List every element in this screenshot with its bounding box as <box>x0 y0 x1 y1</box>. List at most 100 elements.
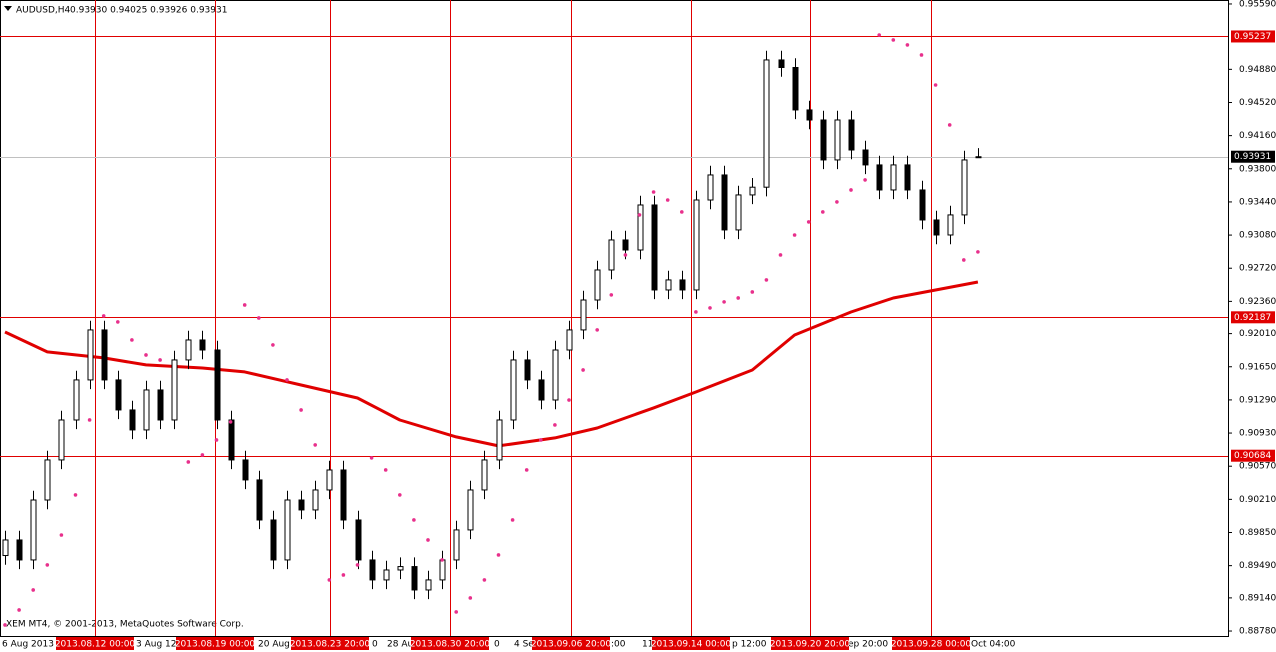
candle-body <box>735 194 742 231</box>
sar-dot <box>59 533 64 537</box>
candle-body <box>157 389 164 421</box>
candle-body <box>481 459 488 491</box>
sar-dot <box>694 310 698 314</box>
vline-label: 2013.09.20 20:00 <box>770 640 851 650</box>
y-tick-label: 0.89850 <box>1239 528 1276 538</box>
price-tag-label: 0.92187 <box>1234 313 1271 323</box>
candle-body <box>552 349 559 401</box>
sar-dot <box>877 33 881 37</box>
candle-body <box>2 539 9 557</box>
candle-body <box>256 479 263 521</box>
x-tick-label: ep 20:00 <box>848 640 888 650</box>
y-tick-label: 0.90210 <box>1239 495 1276 505</box>
candle-body <box>608 239 615 271</box>
candle-body <box>73 379 80 421</box>
candle-body <box>876 164 883 191</box>
price-tag-label: 0.95237 <box>1234 32 1271 42</box>
vline-tag <box>56 637 134 650</box>
y-tick-label: 0.92360 <box>1239 297 1276 307</box>
y-tick-label: 0.94880 <box>1239 65 1276 75</box>
sar-dot <box>919 53 924 57</box>
candle-body <box>383 569 390 581</box>
x-tick-label: 4 Se <box>514 640 534 650</box>
vline-tag <box>771 637 849 650</box>
candle-body <box>693 199 700 291</box>
sar-dot <box>158 358 162 362</box>
candle-body <box>496 419 503 461</box>
candle-body <box>270 519 277 561</box>
candle-body <box>453 529 460 561</box>
candle-body <box>665 279 672 291</box>
x-tick-label: 28 Au <box>387 640 413 650</box>
candle-body <box>87 329 94 381</box>
x-tick-label: 0 <box>494 640 500 650</box>
y-tick-label: 0.88780 <box>1239 627 1276 637</box>
candle-body <box>242 459 249 481</box>
vline-label: 2013.08.19 00:00 <box>175 640 256 650</box>
y-tick-label: 0.89490 <box>1239 561 1276 571</box>
sar-dot <box>398 493 402 497</box>
sar-dot <box>947 123 952 127</box>
x-tick-label: 0 <box>372 640 378 650</box>
sar-dot <box>524 468 529 472</box>
candle-body <box>890 164 897 191</box>
candle-body <box>961 159 968 216</box>
candle-body <box>340 469 347 521</box>
sar-dot <box>482 578 487 582</box>
candle-body <box>778 59 785 68</box>
sar-dot <box>623 253 628 257</box>
sar-dot <box>214 438 219 442</box>
sar-dot <box>778 253 783 257</box>
x-tick-label: 3 Aug 12: <box>136 640 180 650</box>
candle-body <box>538 379 545 401</box>
y-tick-label: 0.92720 <box>1239 264 1276 274</box>
sar-dot <box>186 460 191 464</box>
vline-label: 2013.09.28 00:00 <box>891 640 972 650</box>
sar-dot <box>454 610 459 614</box>
sar-dot <box>581 368 585 372</box>
sar-dot <box>87 418 92 422</box>
candle-body <box>763 59 770 188</box>
candle-body <box>524 359 531 381</box>
candle-body <box>749 186 756 196</box>
sar-dot <box>299 408 303 412</box>
candle-body <box>425 579 432 591</box>
sar-dot <box>426 538 430 542</box>
price-tag <box>1231 449 1275 462</box>
sar-dot <box>750 290 755 294</box>
sar-dot <box>637 213 642 217</box>
vline-tag <box>176 637 254 650</box>
candle-body <box>467 489 474 531</box>
sar-dot <box>412 518 416 522</box>
sar-dot <box>369 456 374 460</box>
vline-tag <box>291 637 369 650</box>
x-tick-label: 6 Aug 2013 <box>2 640 54 650</box>
candle-body <box>834 119 841 161</box>
x-tick-label: 11 <box>642 640 653 650</box>
sar-dot <box>567 398 571 402</box>
vline-label: 2013.08.30 20:00 <box>410 640 491 650</box>
candle-body <box>284 499 291 561</box>
candle-body <box>580 299 587 331</box>
sar-dot <box>863 178 867 182</box>
price-tag-label: 0.90684 <box>1234 451 1271 461</box>
candle-body <box>806 109 813 121</box>
vline-label: 2013.09.06 20:00 <box>531 640 612 650</box>
y-tick-label: 0.94160 <box>1239 131 1276 141</box>
moving-average <box>4 280 979 448</box>
x-tick-label: Oct 04:00 <box>971 640 1016 650</box>
price-tag-label: 0.93931 <box>1234 152 1271 162</box>
candle-body <box>369 559 376 581</box>
sar-dot <box>891 38 896 42</box>
candle-body <box>651 204 658 291</box>
sar-dot <box>17 608 21 612</box>
menu-arrow <box>4 6 12 11</box>
sar-dot <box>45 563 50 567</box>
sar-dot <box>383 468 388 472</box>
candle-body <box>721 174 728 231</box>
candle-body <box>439 559 446 581</box>
candle-body <box>792 66 799 111</box>
watermark: XEM MT4, © 2001-2013, MetaQuotes Softwar… <box>6 620 244 630</box>
candle-body <box>355 519 362 561</box>
